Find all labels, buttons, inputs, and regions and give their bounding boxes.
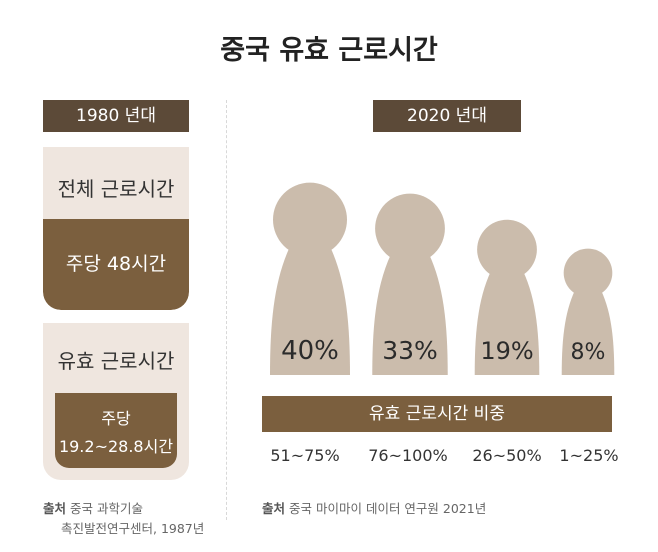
figure-bar (561, 286, 615, 375)
range-label: 76~100% (368, 446, 448, 465)
page-title: 중국 유효 근로시간 (220, 35, 438, 66)
effective-hours-ratio-banner: 유효 근로시간 비중 (262, 396, 612, 432)
total-hours-label: 전체 근로시간 (57, 177, 175, 201)
effective-hours-label: 유효 근로시간 (57, 349, 175, 373)
figure-bar (474, 266, 540, 375)
value-label: 8% (571, 340, 606, 365)
era-tag-2020: 2020 년대 (373, 100, 521, 132)
effective-hours-value-line1: 주당 (101, 409, 131, 428)
figure-head (375, 193, 445, 264)
figure-head (477, 219, 537, 280)
total-hours-card: 전체 근로시간 주당 48시간 (43, 147, 189, 310)
column-divider (226, 100, 227, 520)
left-source-line1: 중국 과학기술 (70, 501, 143, 516)
range-label: 26~50% (472, 446, 542, 465)
left-source-label: 출처 (43, 501, 67, 516)
left-source: 출처 중국 과학기술 (43, 498, 143, 517)
figure-bar (372, 247, 448, 375)
effective-hours-value-line2: 19.2~28.8시간 (58, 437, 174, 456)
effective-hours-card: 유효 근로시간 주당 19.2~28.8시간 (43, 323, 189, 480)
total-hours-value: 주당 48시간 (43, 219, 189, 310)
value-label: 40% (281, 336, 339, 366)
right-source-label: 출처 (262, 501, 286, 516)
right-source-text: 중국 마이마이 데이터 연구원 2021년 (289, 501, 487, 516)
right-source: 출처 중국 마이마이 데이터 연구원 2021년 (262, 498, 486, 517)
effective-hours-value: 주당 19.2~28.8시간 (55, 393, 177, 468)
figure-head (563, 248, 613, 298)
figure-bar (270, 240, 350, 375)
era-tag-1980: 1980 년대 (43, 100, 189, 132)
range-label: 51~75% (270, 446, 340, 465)
left-source-line2: 촉진발전연구센터, 1987년 (61, 521, 205, 536)
value-label: 33% (382, 336, 438, 365)
range-label: 1~25% (559, 446, 619, 465)
value-label: 19% (480, 337, 533, 365)
figure-head (273, 182, 347, 257)
